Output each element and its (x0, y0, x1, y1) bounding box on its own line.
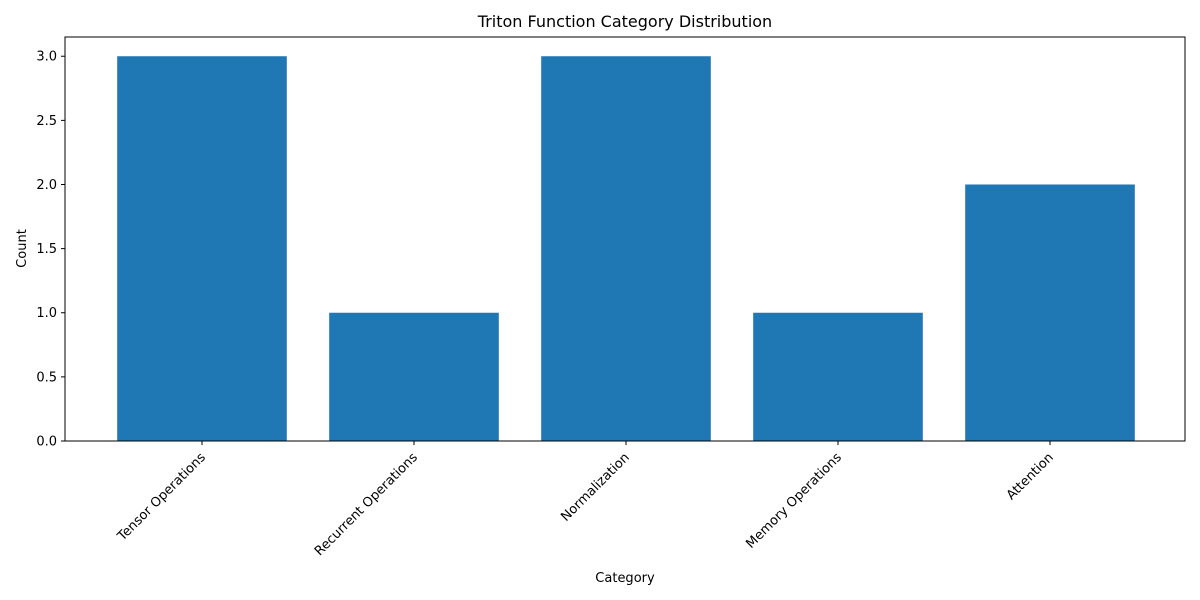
x-tick-label: Attention (1004, 450, 1057, 503)
bar-attention (965, 184, 1135, 441)
y-axis-label: Count (15, 229, 30, 268)
y-tick-label: 2.0 (36, 178, 57, 193)
bar-memory-operations (753, 312, 923, 441)
x-tick-label: Normalization (558, 450, 632, 524)
y-tick-label: 2.5 (36, 114, 57, 129)
y-axis: 0.0 0.5 1.0 1.5 2.0 2.5 3.0 (36, 50, 65, 450)
chart-title: Triton Function Category Distribution (477, 12, 772, 31)
y-tick-label: 1.5 (36, 242, 57, 257)
x-tick-label: Recurrent Operations (312, 450, 421, 559)
y-tick-label: 1.0 (36, 306, 57, 321)
x-tick-label: Memory Operations (743, 450, 845, 552)
y-tick-label: 0.0 (36, 435, 57, 450)
y-tick-label: 0.5 (36, 370, 57, 385)
bars-group (117, 56, 1135, 441)
y-tick-label: 3.0 (36, 50, 57, 65)
bar-normalization (541, 56, 711, 441)
plot-frame (64, 36, 1186, 442)
x-tick-label: Tensor Operations (114, 450, 209, 545)
x-axis: Tensor Operations Recurrent Operations Nor… (114, 441, 1057, 559)
bar-tensor-operations (117, 56, 287, 441)
bar-recurrent-operations (329, 312, 499, 441)
x-axis-label: Category (595, 571, 655, 586)
